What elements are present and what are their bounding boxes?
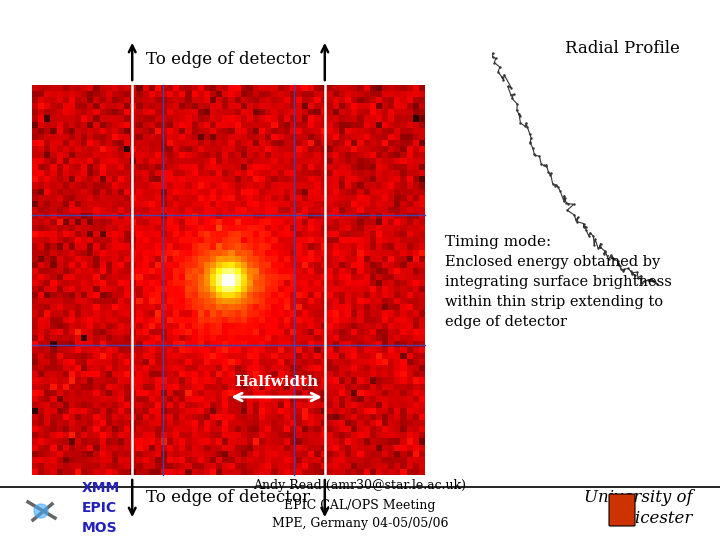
Text: XMM
EPIC
MOS: XMM EPIC MOS (82, 482, 120, 535)
Text: Timing mode:: Timing mode: (445, 235, 552, 249)
Circle shape (34, 504, 48, 518)
FancyBboxPatch shape (609, 494, 635, 526)
Text: Enclosed energy obtained by
integrating surface brightness
within thin strip ext: Enclosed energy obtained by integrating … (445, 255, 672, 329)
Text: To edge of detector: To edge of detector (146, 489, 310, 505)
Text: Andy Read (amr30@star.le.ac.uk)
EPIC CAL/OPS Meeting
MPE, Germany 04-05/05/06: Andy Read (amr30@star.le.ac.uk) EPIC CAL… (253, 480, 467, 530)
Text: Radial Profile: Radial Profile (565, 40, 680, 57)
Text: University of
Leicester: University of Leicester (585, 489, 693, 527)
Text: To edge of detector: To edge of detector (146, 51, 310, 69)
Text: Halfwidth: Halfwidth (235, 375, 319, 389)
